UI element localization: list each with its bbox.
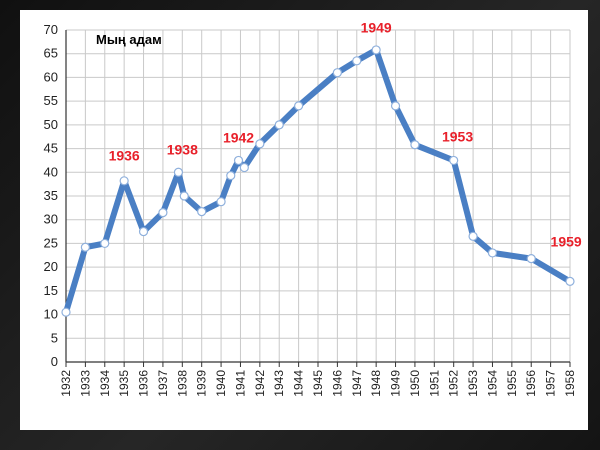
x-tick-label: 1936: [137, 370, 151, 397]
annotations: 1936 1938 1942 1949 1953 1959: [109, 19, 582, 249]
x-tick-label: 1942: [253, 370, 267, 397]
x-tick-label: 1951: [427, 370, 441, 397]
x-tick-label: 1946: [330, 370, 344, 397]
x-tick-label: 1947: [350, 370, 364, 397]
y-tick-label: 60: [44, 69, 58, 84]
x-tick-label: 1949: [389, 370, 403, 397]
data-points: [61, 45, 575, 317]
data-point: [239, 162, 249, 173]
x-tick-label: 1953: [466, 370, 480, 397]
y-axis-ticks: 0 5 10 15 20 25 30 35 40 45 50 55 60 65 70: [44, 22, 58, 369]
y-tick-label: 0: [51, 354, 58, 369]
data-point: [216, 197, 226, 207]
x-tick-label: 1941: [233, 370, 247, 397]
data-point: [410, 140, 420, 150]
x-tick-label: 1933: [78, 370, 92, 397]
annotation-label: 1949: [361, 19, 392, 35]
data-point: [197, 207, 207, 217]
annotation-label: 1953: [442, 128, 473, 144]
x-tick-label: 1945: [311, 370, 325, 397]
data-point: [390, 101, 401, 111]
y-tick-label: 65: [44, 46, 58, 61]
data-point: [449, 155, 459, 166]
y-tick-label: 50: [44, 117, 58, 132]
y-tick-label: 35: [44, 188, 58, 203]
data-point: [352, 56, 362, 66]
data-point: [61, 307, 71, 317]
data-point: [255, 139, 265, 149]
data-point: [138, 226, 149, 237]
x-tick-label: 1940: [214, 370, 228, 397]
data-point: [226, 171, 236, 181]
data-point: [80, 242, 90, 252]
y-tick-label: 45: [44, 141, 58, 156]
data-point: [565, 276, 575, 286]
x-tick-label: 1938: [175, 370, 189, 397]
x-tick-label: 1932: [59, 370, 73, 397]
x-tick-label: 1957: [544, 370, 558, 397]
data-point: [487, 248, 498, 258]
data-point: [526, 254, 536, 264]
annotation-label: 1936: [109, 147, 140, 163]
y-tick-label: 25: [44, 235, 58, 250]
data-point: [294, 101, 304, 111]
y-tick-label: 10: [44, 307, 58, 322]
grid-lines: [65, 29, 571, 363]
x-tick-label: 1948: [369, 370, 383, 397]
data-point: [274, 120, 284, 130]
y-tick-label: 30: [44, 212, 58, 227]
data-point: [371, 45, 381, 55]
x-tick-label: 1935: [117, 370, 131, 397]
data-point: [119, 176, 129, 186]
data-point: [179, 191, 189, 201]
x-tick-label: 1956: [524, 370, 538, 397]
x-tick-label: 1950: [408, 370, 422, 397]
data-point: [233, 155, 244, 166]
x-tick-label: 1934: [98, 370, 112, 397]
data-point: [100, 238, 110, 249]
x-tick-label: 1943: [272, 370, 286, 397]
x-axis-ticks: 1932 1933 1934 1935 1936 1937 1938 1939 1940 1941…: [59, 370, 577, 397]
x-tick-label: 1958: [563, 370, 577, 397]
x-tick-label: 1952: [447, 370, 461, 397]
x-tick-label: 1937: [156, 370, 170, 397]
unit-label: Мың адам: [96, 32, 162, 47]
annotation-label: 1942: [223, 129, 254, 145]
data-point: [158, 208, 168, 218]
y-tick-label: 70: [44, 22, 58, 37]
data-point: [173, 167, 184, 177]
x-tick-label: 1939: [195, 370, 209, 397]
x-tick-label: 1954: [485, 370, 499, 397]
x-tick-label: 1944: [292, 370, 306, 397]
annotation-label: 1938: [167, 141, 198, 157]
y-tick-label: 55: [44, 93, 58, 108]
x-tick-label: 1955: [505, 370, 519, 397]
y-tick-label: 40: [44, 164, 58, 179]
y-tick-label: 20: [44, 259, 58, 274]
annotation-label: 1959: [551, 234, 582, 250]
data-point: [332, 68, 342, 78]
y-tick-label: 15: [44, 283, 58, 298]
y-tick-label: 5: [51, 330, 58, 345]
data-point: [468, 231, 478, 241]
